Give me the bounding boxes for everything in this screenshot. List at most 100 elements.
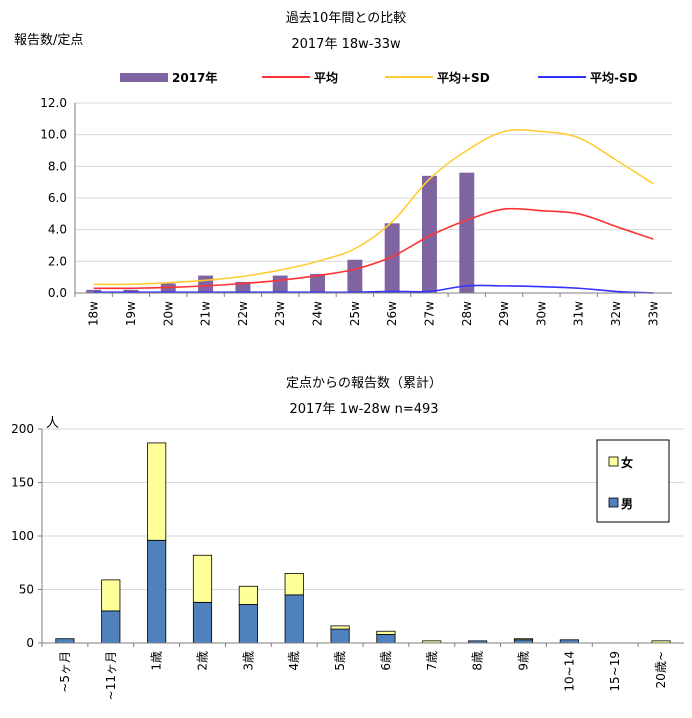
series-line	[93, 284, 654, 294]
x-tick-label: 23w	[273, 301, 287, 326]
bar-female	[147, 442, 167, 541]
bar-female	[284, 573, 304, 596]
chart2-axes	[38, 428, 684, 647]
x-tick-label: 32w	[609, 301, 623, 326]
chart1-gridlines	[75, 102, 672, 262]
x-tick-label: 30w	[534, 301, 548, 326]
bar-female	[376, 630, 396, 635]
bar-female	[101, 579, 121, 612]
chart2-legend: 女 男	[596, 439, 670, 523]
chart1-ylabel: 報告数/定点	[14, 33, 83, 48]
x-tick-label: 6歳	[379, 651, 393, 671]
y-tick-label: 50	[19, 583, 34, 597]
chart2-x-ticks: ~5ヶ月 ~11ヶ月 1歳 2歳 3歳 4歳 5歳 6歳 7歳 8歳 9歳 10~14 15~19 20歳…	[58, 651, 668, 700]
x-tick-label: 27w	[422, 301, 436, 326]
bar-male	[376, 634, 396, 644]
x-tick-label: 10~14	[562, 651, 576, 692]
y-tick-label: 200	[11, 422, 34, 436]
chart1-x-ticks: 18w 19w 20w 21w 22w 23w 24w 25w 26w 27w 28w 29w 30w 3…	[87, 301, 661, 326]
bar-female	[192, 554, 213, 603]
x-tick-label: 19w	[124, 301, 138, 326]
bar-female	[513, 638, 534, 641]
x-tick-label: 33w	[646, 301, 660, 326]
x-tick-label: 22w	[236, 301, 250, 326]
series-line	[93, 129, 654, 286]
chart2-gridlines	[42, 428, 684, 590]
bar-2017	[422, 175, 437, 293]
y-tick-label: 0	[26, 636, 34, 650]
x-tick-label: 18w	[87, 301, 101, 326]
y-tick-label: 10.0	[40, 128, 67, 142]
x-tick-label: 7歳	[425, 651, 439, 671]
bar-male	[330, 628, 350, 644]
y-tick-label: 8.0	[48, 159, 67, 173]
y-tick-label: 6.0	[48, 191, 67, 205]
series-line	[93, 207, 654, 290]
x-tick-label: ~5ヶ月	[58, 651, 72, 693]
bar-2017	[310, 274, 325, 293]
legend-swatch-2017	[120, 73, 168, 82]
bar-male	[147, 539, 167, 644]
y-tick-label: 2.0	[48, 254, 67, 268]
x-tick-label: 26w	[385, 301, 399, 326]
legend-swatch-male	[608, 497, 619, 508]
chart2-subtitle: 2017年 1w-28w n=493	[289, 402, 438, 417]
chart2-ylabel: 人	[46, 416, 59, 431]
bar-female	[238, 585, 258, 605]
x-tick-label: 21w	[199, 301, 213, 326]
legend-label-2017: 2017年	[172, 70, 217, 85]
chart1-legend: 2017年 平均 平均+SD 平均-SD	[120, 70, 638, 85]
bar-female	[330, 625, 350, 630]
bar-male	[101, 610, 121, 644]
legend-label-male: 男	[621, 497, 633, 511]
x-tick-label: 20歳~	[654, 651, 668, 688]
x-tick-label: 28w	[460, 301, 474, 326]
x-tick-label: 20w	[161, 301, 175, 326]
comparison-chart: 報告数/定点 過去10年間との比較 2017年 18w-33w 2017年 平均…	[14, 11, 672, 326]
chart2-y-ticks: 0 50 100 150 200	[11, 422, 34, 650]
x-tick-label: 4歳	[287, 651, 301, 671]
x-tick-label: 2歳	[196, 651, 210, 671]
x-tick-label: 9歳	[517, 651, 531, 671]
cumulative-chart: 定点からの報告数（累計） 2017年 1w-28w n=493 人 0 50 100…	[11, 375, 684, 700]
x-tick-label: 8歳	[471, 651, 485, 671]
y-tick-label: 0.0	[48, 286, 67, 300]
chart1-title: 過去10年間との比較	[286, 11, 406, 26]
bar-2017	[347, 259, 363, 293]
legend-label-avg-minus-sd: 平均-SD	[590, 70, 638, 85]
bar-2017	[198, 275, 214, 293]
chart1-axes	[74, 103, 672, 297]
bar-2017	[384, 223, 400, 293]
x-tick-label: 31w	[572, 301, 586, 326]
x-tick-label: 1歳	[150, 651, 164, 671]
chart1-lines	[93, 129, 654, 294]
x-tick-label: ~11ヶ月	[104, 651, 118, 700]
x-tick-label: 3歳	[241, 651, 255, 671]
bar-male	[284, 594, 304, 644]
bar-male	[192, 601, 213, 644]
legend-box	[596, 439, 670, 523]
y-tick-label: 12.0	[40, 96, 67, 110]
y-tick-label: 100	[11, 529, 34, 543]
bar-2017	[235, 281, 251, 293]
bar-male	[55, 638, 75, 644]
chart1-bars	[86, 172, 475, 293]
x-tick-label: 24w	[311, 301, 325, 326]
legend-label-avg: 平均	[314, 70, 338, 85]
chart2-bars	[55, 442, 671, 644]
x-tick-label: 29w	[497, 301, 511, 326]
x-tick-label: 15~19	[608, 651, 622, 692]
legend-label-avg-plus-sd: 平均+SD	[437, 70, 490, 85]
chart2-title: 定点からの報告数（累計）	[286, 375, 442, 391]
chart1-subtitle: 2017年 18w-33w	[291, 37, 401, 52]
bar-male	[238, 604, 258, 644]
bar-2017	[272, 275, 288, 293]
y-tick-label: 4.0	[48, 223, 67, 237]
bar-2017	[459, 172, 475, 293]
chart1-y-ticks: 0.0 2.0 4.0 6.0 8.0 10.0 12.0	[40, 96, 67, 300]
legend-label-female: 女	[621, 455, 633, 470]
y-tick-label: 150	[11, 476, 34, 490]
x-tick-label: 5歳	[333, 651, 347, 671]
legend-swatch-female	[608, 456, 619, 467]
x-tick-label: 25w	[348, 301, 362, 326]
